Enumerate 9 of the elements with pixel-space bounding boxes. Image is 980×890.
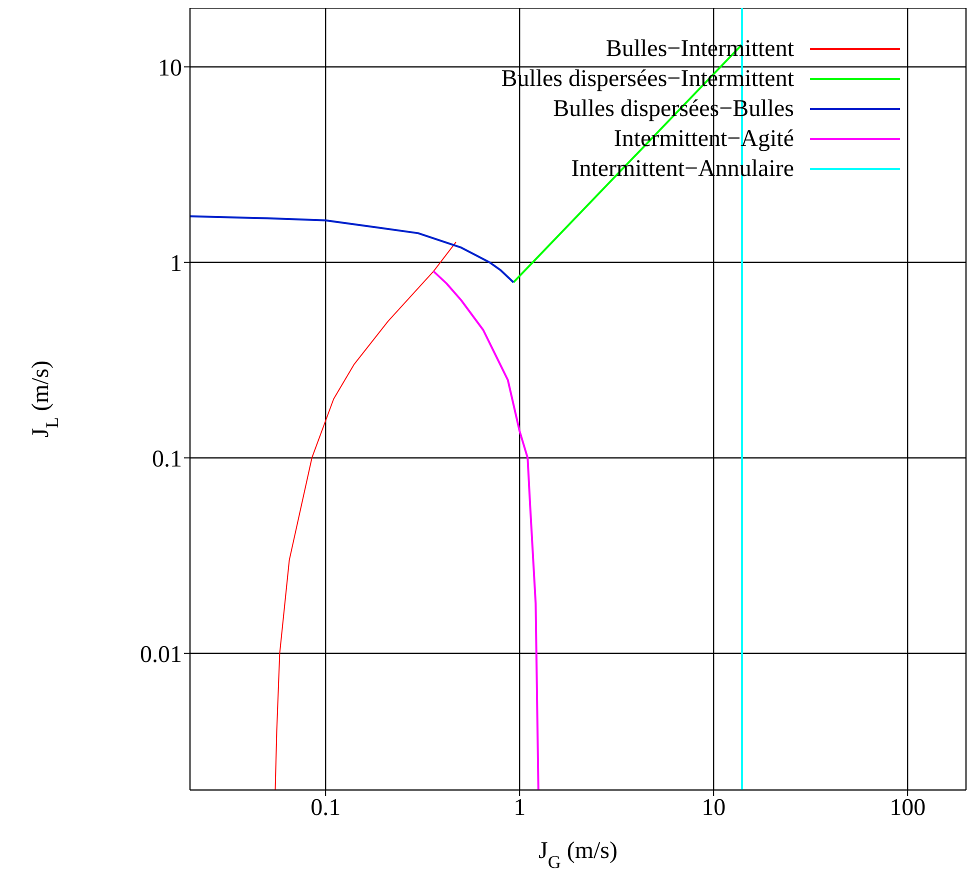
y-tick-label: 0.1	[152, 446, 182, 472]
x-tick-label: 1	[514, 795, 526, 822]
x-tick-label: 0.1	[310, 795, 341, 822]
y-tick-label: 10	[158, 55, 182, 82]
y-tick-label: 1	[170, 250, 182, 277]
x-tick-label: 10	[702, 795, 726, 822]
x-axis-title: J$_{G}$ (m/s)	[538, 838, 618, 872]
x-tick-label: 100	[890, 795, 926, 822]
y-tick-label: 0.01	[140, 642, 182, 668]
